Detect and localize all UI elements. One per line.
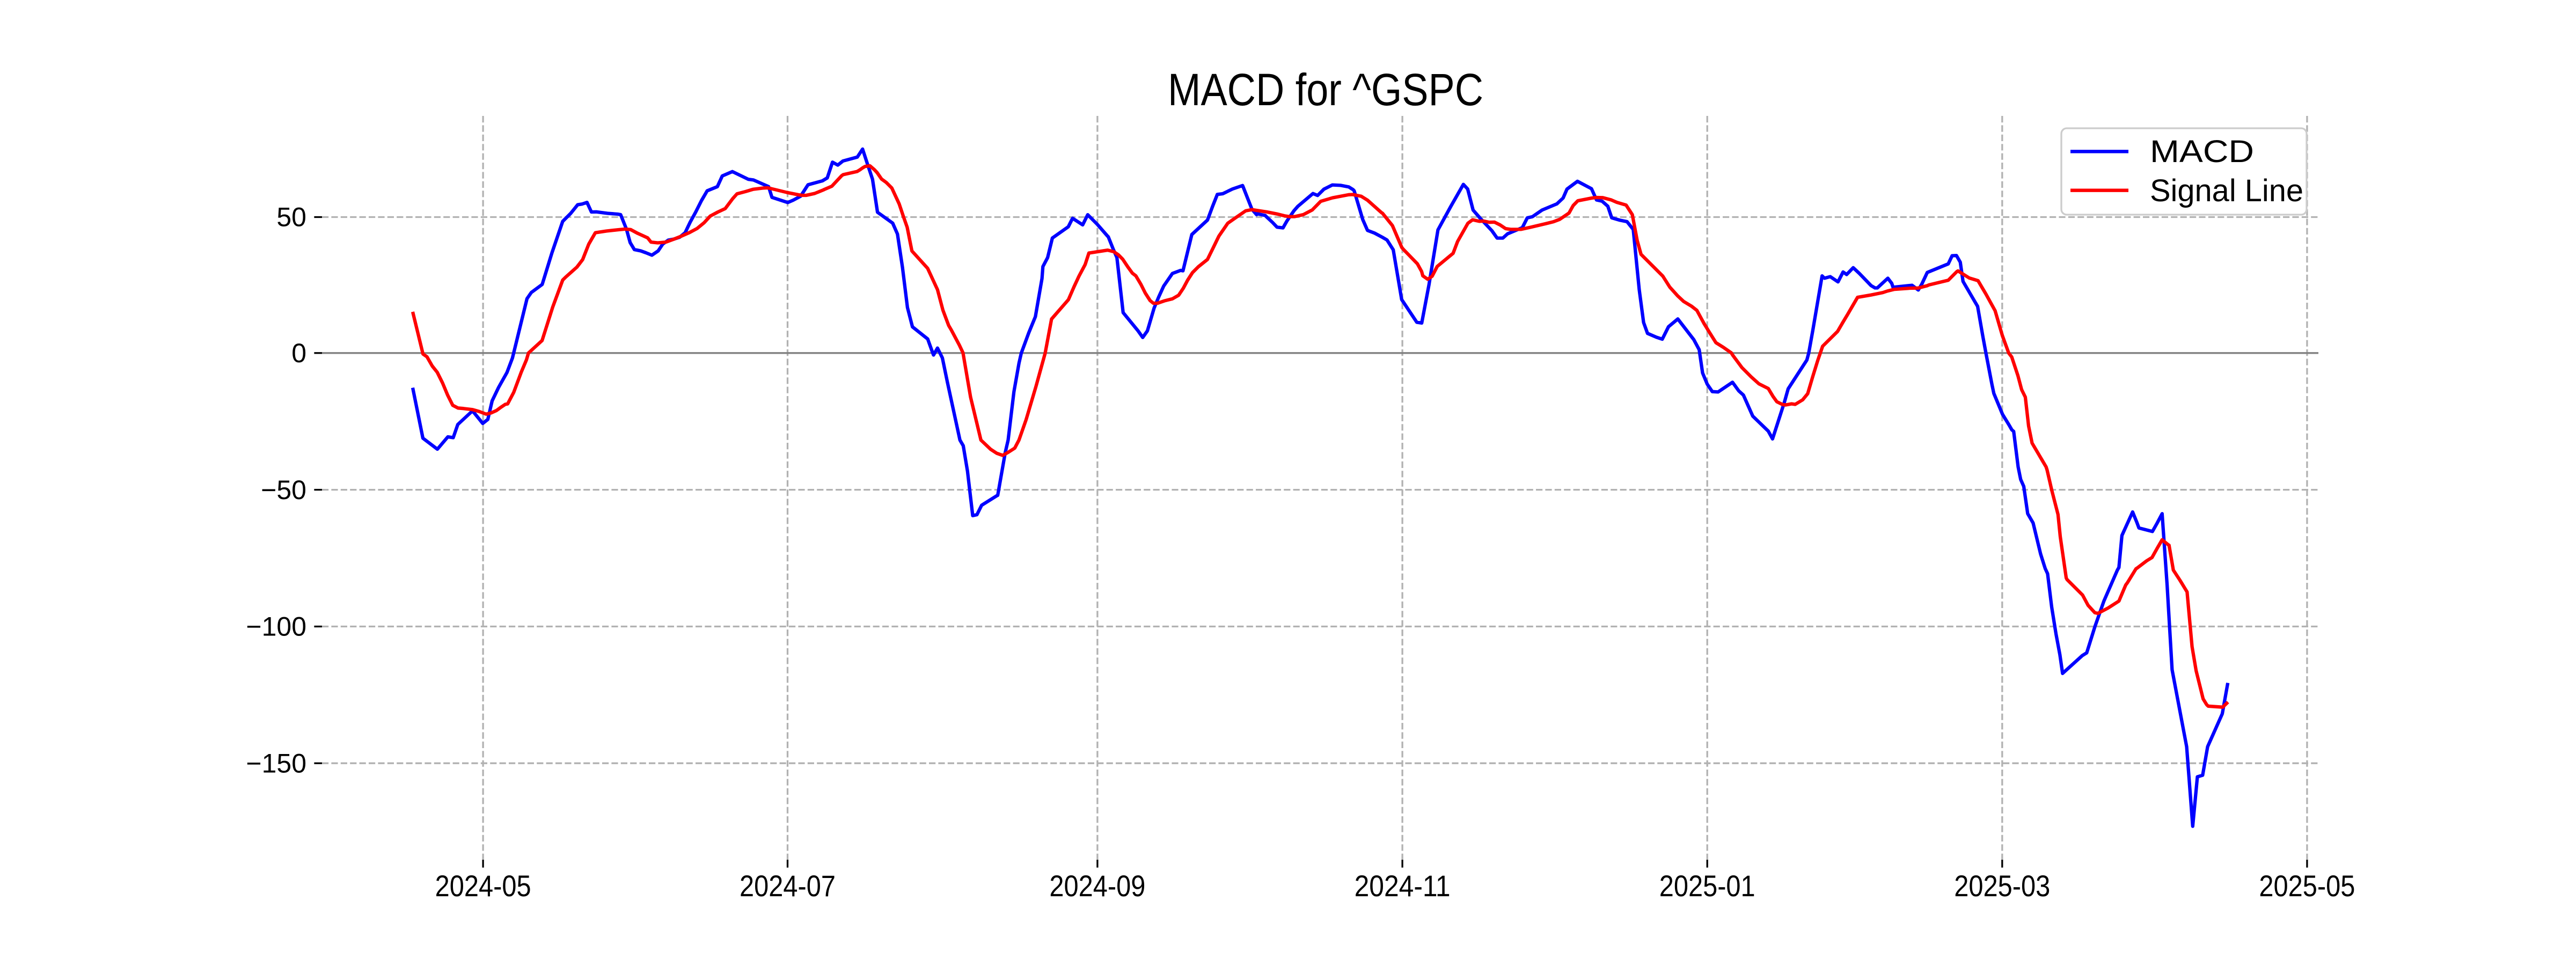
- svg-text:0: 0: [291, 338, 306, 368]
- svg-text:50: 50: [276, 202, 306, 232]
- svg-text:2024-11: 2024-11: [1355, 869, 1451, 903]
- svg-text:2024-07: 2024-07: [740, 869, 836, 903]
- svg-text:2025-05: 2025-05: [2259, 869, 2355, 903]
- svg-text:MACD: MACD: [2150, 134, 2254, 169]
- svg-text:2025-03: 2025-03: [1954, 869, 2050, 903]
- svg-text:−100: −100: [246, 612, 306, 642]
- svg-text:2024-09: 2024-09: [1049, 869, 1145, 903]
- svg-text:−150: −150: [246, 748, 306, 778]
- svg-text:2024-05: 2024-05: [435, 869, 531, 903]
- svg-text:Signal Line: Signal Line: [2150, 173, 2303, 208]
- svg-text:2025-01: 2025-01: [1659, 869, 1755, 903]
- svg-text:MACD for ^GSPC: MACD for ^GSPC: [1168, 64, 1483, 115]
- svg-text:−50: −50: [261, 475, 306, 505]
